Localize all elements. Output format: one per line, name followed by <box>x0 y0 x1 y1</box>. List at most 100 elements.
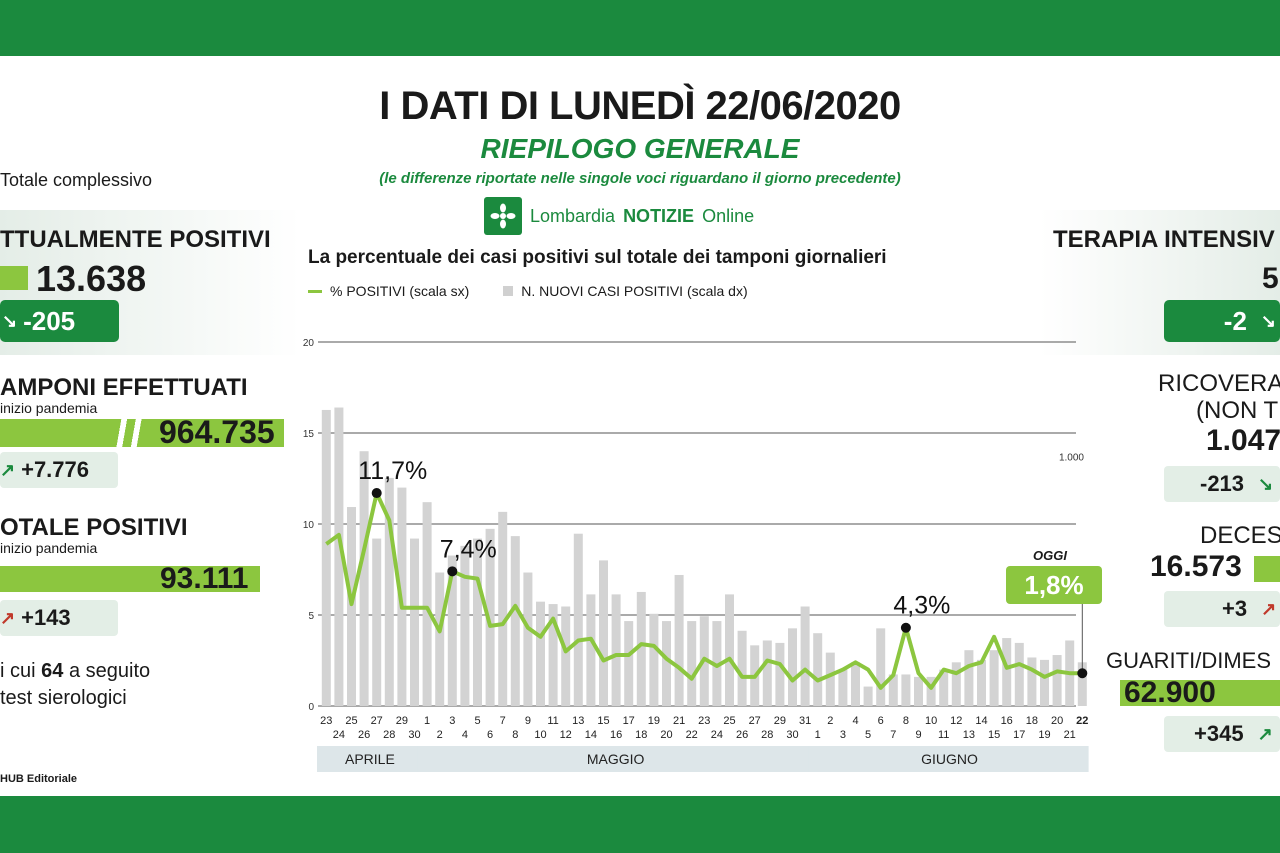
y-left-tick-label: 0 <box>308 702 314 713</box>
new-cases-bar <box>372 538 382 706</box>
legend-bar-swatch <box>503 286 514 296</box>
x-tick-label: 18 <box>1026 715 1038 727</box>
positivi-delta-value: -205 <box>23 305 76 336</box>
x-tick-label: 3 <box>840 729 846 741</box>
x-tick-label: 1 <box>815 729 821 741</box>
new-cases-bar <box>737 630 747 706</box>
x-tick-label: 25 <box>723 715 735 727</box>
chart-legend: % POSITIVI (scala sx) N. NUOVI CASI POSI… <box>308 283 748 299</box>
arrow-up-icon: ↗ <box>1261 598 1277 619</box>
x-tick-label: 14 <box>585 729 597 741</box>
annotation-label: 11,7% <box>358 457 427 485</box>
new-cases-bar <box>447 555 457 706</box>
new-cases-bar <box>1027 657 1037 706</box>
gua-label: GUARITI/DIMES <box>1106 648 1272 673</box>
x-tick-label: 17 <box>1013 729 1025 741</box>
totpos-bar <box>0 566 260 592</box>
tamponi-bar <box>0 419 284 447</box>
new-cases-bar <box>1052 655 1062 706</box>
arrow-up-icon: ↗ <box>0 459 16 480</box>
ric-delta-value: -213 <box>1200 471 1245 496</box>
month-band <box>417 746 812 772</box>
new-cases-bar <box>498 511 508 706</box>
tamponi-delta: ↗ +7.776 <box>0 452 118 488</box>
y-left-tick-label: 10 <box>303 520 315 531</box>
x-tick-label: 24 <box>333 729 345 741</box>
totpos-label: OTALE POSITIVI <box>0 514 188 541</box>
totpos-delta-value: +143 <box>21 605 71 630</box>
ric-label-1: RICOVERA <box>1158 370 1280 397</box>
new-cases-bar <box>977 659 986 706</box>
new-cases-bar <box>473 538 482 706</box>
x-tick-label: 12 <box>950 715 962 727</box>
ti-delta-value: -2 <box>1223 305 1247 336</box>
x-tick-label: 29 <box>774 715 786 727</box>
new-cases-bar <box>586 594 596 706</box>
gua-delta: +345 ↗ <box>1164 716 1280 752</box>
x-tick-label: 18 <box>635 729 647 741</box>
arrow-down-icon: ↘ <box>2 310 18 331</box>
new-cases-bar <box>460 545 470 706</box>
x-tick-label: 30 <box>786 729 798 741</box>
new-cases-bar <box>1040 659 1049 706</box>
new-cases-bar <box>1077 662 1087 706</box>
x-tick-label: 20 <box>660 729 672 741</box>
gua-value: 62.900 <box>1124 676 1216 709</box>
x-tick-label: 15 <box>597 715 609 727</box>
brand: Lombardia NOTIZIE Online <box>484 196 754 236</box>
annotation-label: 7,4% <box>440 535 497 563</box>
x-tick-label: 28 <box>383 729 395 741</box>
month-label: APRILE <box>345 751 395 767</box>
new-cases-bar <box>624 621 634 706</box>
x-tick-label: 20 <box>1051 715 1063 727</box>
source-label: HUB Editoriale <box>0 773 78 785</box>
x-tick-label: 4 <box>462 729 468 741</box>
x-tick-label: 19 <box>1038 729 1050 741</box>
new-cases-bar <box>561 606 571 706</box>
x-tick-label: 10 <box>925 715 937 727</box>
x-tick-label: 21 <box>673 715 685 727</box>
new-cases-bar <box>989 650 999 706</box>
x-tick-label: 26 <box>358 729 370 741</box>
new-cases-bar <box>636 591 646 706</box>
x-tick-label: 5 <box>865 729 871 741</box>
new-cases-bar <box>1014 642 1024 706</box>
month-band <box>317 746 421 772</box>
x-tick-label: 28 <box>761 729 773 741</box>
new-cases-bar <box>863 686 873 706</box>
legend-line-swatch <box>308 289 322 293</box>
dec-delta: +3 ↗ <box>1164 591 1280 627</box>
x-tick-label: 22 <box>1076 715 1088 727</box>
sero-n: 64 <box>41 660 64 682</box>
new-cases-bar <box>359 451 369 706</box>
brand-name: Lombardia <box>530 205 616 226</box>
new-cases-bar <box>712 621 722 706</box>
new-cases-bar <box>762 640 772 706</box>
ti-delta: -2 ↘ <box>1164 300 1280 342</box>
lombardia-logo-icon <box>484 197 522 235</box>
new-cases-bar <box>838 669 848 706</box>
oggi-value: 1,8% <box>1006 566 1102 604</box>
new-cases-bar <box>611 594 621 706</box>
new-cases-bar <box>788 628 797 706</box>
new-cases-bar <box>674 574 684 706</box>
x-tick-label: 21 <box>1064 729 1076 741</box>
tamponi-delta-value: +7.776 <box>21 457 89 482</box>
new-cases-bar <box>775 642 785 706</box>
tamponi-label: AMPONI EFFETTUATI <box>0 374 248 401</box>
x-tick-label: 14 <box>975 715 987 727</box>
totpos-delta: ↗ +143 <box>0 600 118 636</box>
x-tick-label: 11 <box>547 715 558 727</box>
annotation-dot <box>447 566 458 577</box>
ti-label: TERAPIA INTENSIV <box>1053 226 1275 253</box>
new-cases-bar <box>662 621 671 706</box>
bottom-band <box>0 796 1280 853</box>
x-tick-label: 22 <box>686 729 698 741</box>
totpos-value: 93.111 <box>160 562 249 595</box>
new-cases-bar <box>1002 638 1012 706</box>
positivi-label: TTUALMENTE POSITIVI <box>0 226 271 253</box>
new-cases-bar <box>687 621 697 706</box>
x-tick-label: 19 <box>648 715 660 727</box>
dec-label: DECES <box>1200 522 1280 549</box>
